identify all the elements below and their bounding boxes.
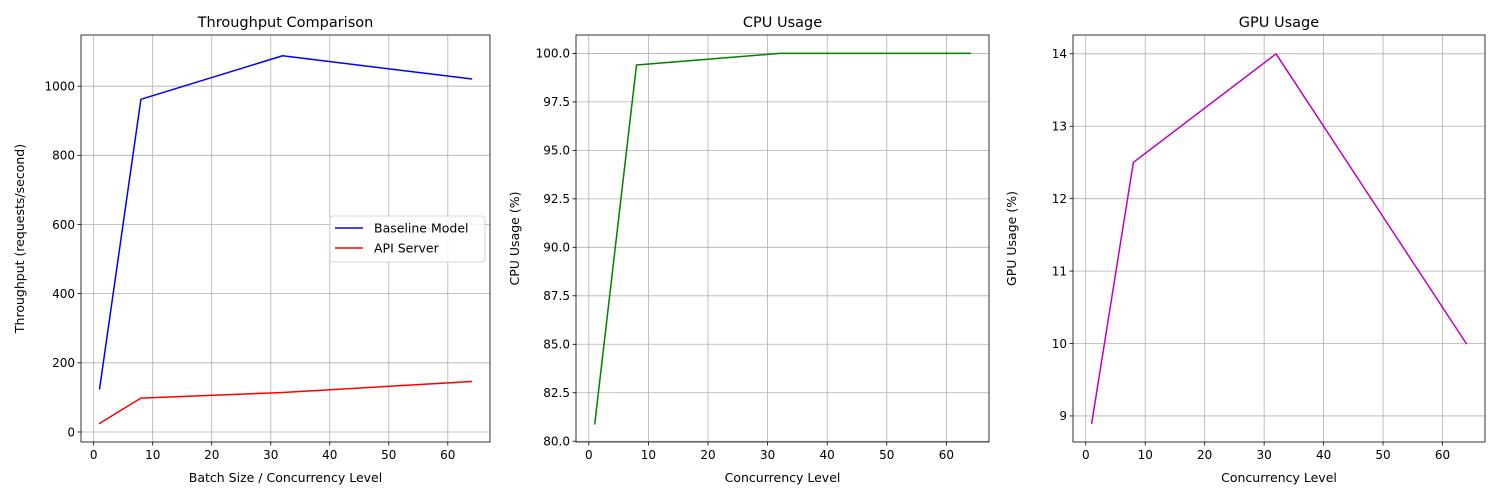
x-tick-label: 20 bbox=[1197, 448, 1212, 462]
x-tick-label: 10 bbox=[145, 448, 160, 462]
x-axis-label: Concurrency Level bbox=[725, 470, 841, 485]
y-axis-label: GPU Usage (%) bbox=[1004, 191, 1019, 286]
y-tick-label: 80.0 bbox=[543, 435, 570, 449]
x-tick-label: 10 bbox=[641, 448, 656, 462]
axes-frame bbox=[575, 34, 990, 443]
y-axis-label: Throughput (requests/second) bbox=[12, 144, 27, 334]
y-tick-label: 1000 bbox=[44, 79, 75, 93]
x-tick-label: 50 bbox=[381, 448, 396, 462]
x-tick-label: 0 bbox=[1082, 448, 1090, 462]
y-tick-label: 200 bbox=[52, 356, 75, 370]
y-tick-label: 9 bbox=[1059, 409, 1067, 423]
y-tick-label: 90.0 bbox=[543, 241, 570, 255]
legend: Baseline Model API Server bbox=[329, 215, 486, 263]
y-tick-label: 97.5 bbox=[543, 95, 570, 109]
chart-title: GPU Usage bbox=[1239, 15, 1319, 31]
y-tick-label: 95.0 bbox=[543, 144, 570, 158]
y-axis-label: CPU Usage (%) bbox=[507, 192, 522, 286]
y-tick-label: 87.5 bbox=[543, 289, 570, 303]
chart-panel-1: 0 10 20 30 40 50 6002004006008001000Throughput… bbox=[12, 15, 491, 485]
x-tick-label: 60 bbox=[440, 448, 455, 462]
y-tick-label: 0 bbox=[67, 425, 75, 439]
y-tick-label: 11 bbox=[1052, 264, 1067, 278]
x-tick-label: 0 bbox=[90, 448, 98, 462]
y-tick-label: 85.0 bbox=[543, 338, 570, 352]
x-tick-label: 10 bbox=[1138, 448, 1153, 462]
x-tick-label: 0 bbox=[585, 448, 593, 462]
y-tick-label: 14 bbox=[1052, 47, 1067, 61]
x-tick-label: 40 bbox=[322, 448, 337, 462]
series-line-2 bbox=[98, 380, 473, 425]
chart-title: Throughput Comparison bbox=[197, 15, 374, 31]
y-tick-label: 400 bbox=[52, 287, 75, 301]
axes-frame bbox=[1072, 34, 1486, 443]
legend-entry-2: API Server bbox=[374, 241, 440, 256]
x-tick-label: 20 bbox=[204, 448, 219, 462]
y-tick-label: 100.0 bbox=[536, 47, 570, 61]
x-tick-label: 20 bbox=[700, 448, 715, 462]
series-line-1 bbox=[593, 52, 971, 425]
y-tick-label: 82.5 bbox=[543, 386, 570, 400]
x-tick-label: 30 bbox=[1256, 448, 1271, 462]
series-line-1 bbox=[98, 55, 473, 390]
y-tick-label: 13 bbox=[1052, 120, 1067, 134]
x-axis-label: Concurrency Level bbox=[1221, 470, 1337, 485]
x-tick-label: 60 bbox=[1435, 448, 1450, 462]
series-line-1 bbox=[1090, 53, 1468, 425]
x-tick-label: 40 bbox=[1316, 448, 1331, 462]
legend-box bbox=[329, 215, 486, 263]
x-axis-label: Batch Size / Concurrency Level bbox=[189, 470, 382, 485]
legend-entry-1: Baseline Model bbox=[374, 221, 469, 236]
x-tick-label: 30 bbox=[263, 448, 278, 462]
chart-panel-3: 0 10 20 30 40 50 60 9 10 11 12 13 14 GPU Usage Concurr… bbox=[1004, 15, 1486, 485]
chart-title: CPU Usage bbox=[743, 15, 822, 31]
x-tick-label: 30 bbox=[760, 448, 775, 462]
x-tick-label: 40 bbox=[820, 448, 835, 462]
y-tick-label: 800 bbox=[52, 149, 75, 163]
x-tick-label: 50 bbox=[879, 448, 894, 462]
y-tick-label: 92.5 bbox=[543, 192, 570, 206]
y-tick-label: 12 bbox=[1052, 192, 1067, 206]
y-tick-label: 10 bbox=[1052, 337, 1067, 351]
x-tick-label: 50 bbox=[1375, 448, 1390, 462]
chart-panel-2: 0 10 20 30 40 50 60 80.0 82.5 85.0 87.5 90.0 92.5 95.… bbox=[507, 15, 990, 485]
axes-frame bbox=[80, 34, 491, 443]
x-tick-label: 60 bbox=[939, 448, 954, 462]
y-tick-label: 600 bbox=[52, 218, 75, 232]
